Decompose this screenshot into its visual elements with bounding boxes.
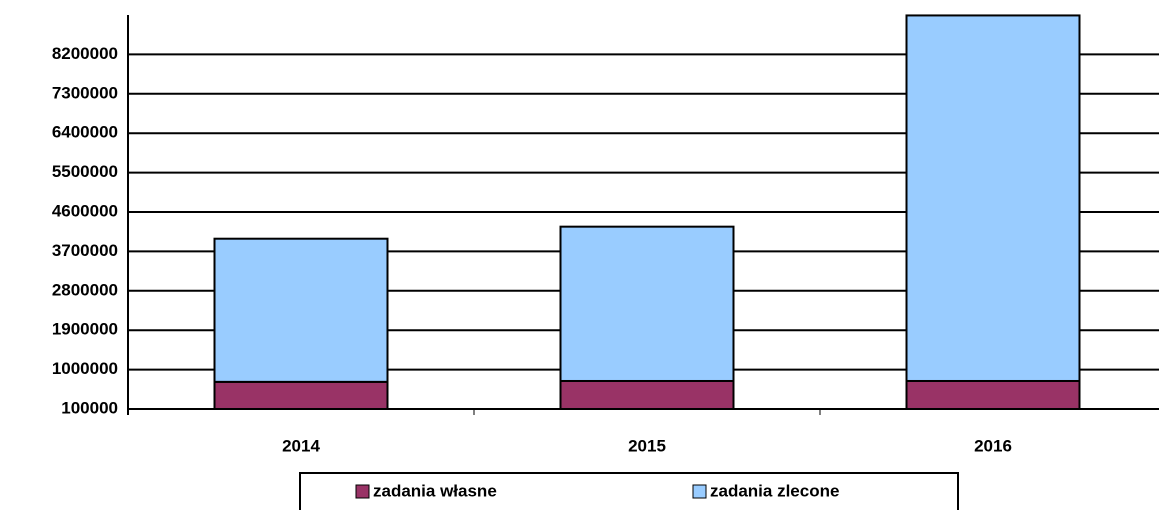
y-tick-label: 100000 xyxy=(61,398,118,417)
y-tick-label: 8200000 xyxy=(52,44,118,63)
y-tick-label: 5500000 xyxy=(52,162,118,181)
y-tick-label: 1900000 xyxy=(52,320,118,339)
bar-segment xyxy=(213,237,389,383)
y-tick-label: 4600000 xyxy=(52,201,118,220)
legend-label: zadania zlecone xyxy=(710,481,839,500)
bar-segment xyxy=(213,380,389,411)
y-tick-label: 7300000 xyxy=(52,83,118,102)
legend-label: zadania własne xyxy=(373,481,497,500)
legend-swatch xyxy=(355,484,370,499)
x-tick-label: 2015 xyxy=(628,436,666,455)
x-tick-label: 2014 xyxy=(282,436,320,455)
y-tick-label: 1000000 xyxy=(52,359,118,378)
y-tick-label: 6400000 xyxy=(52,123,118,142)
bar-segment xyxy=(559,379,735,410)
bar-segment xyxy=(559,225,735,382)
legend-box xyxy=(299,472,959,510)
bar-segment xyxy=(905,14,1081,382)
y-tick-label: 2800000 xyxy=(52,280,118,299)
legend-swatch xyxy=(692,484,707,499)
y-tick-label: 3700000 xyxy=(52,241,118,260)
bar-segment xyxy=(905,379,1081,410)
x-tick-label: 2016 xyxy=(974,436,1012,455)
